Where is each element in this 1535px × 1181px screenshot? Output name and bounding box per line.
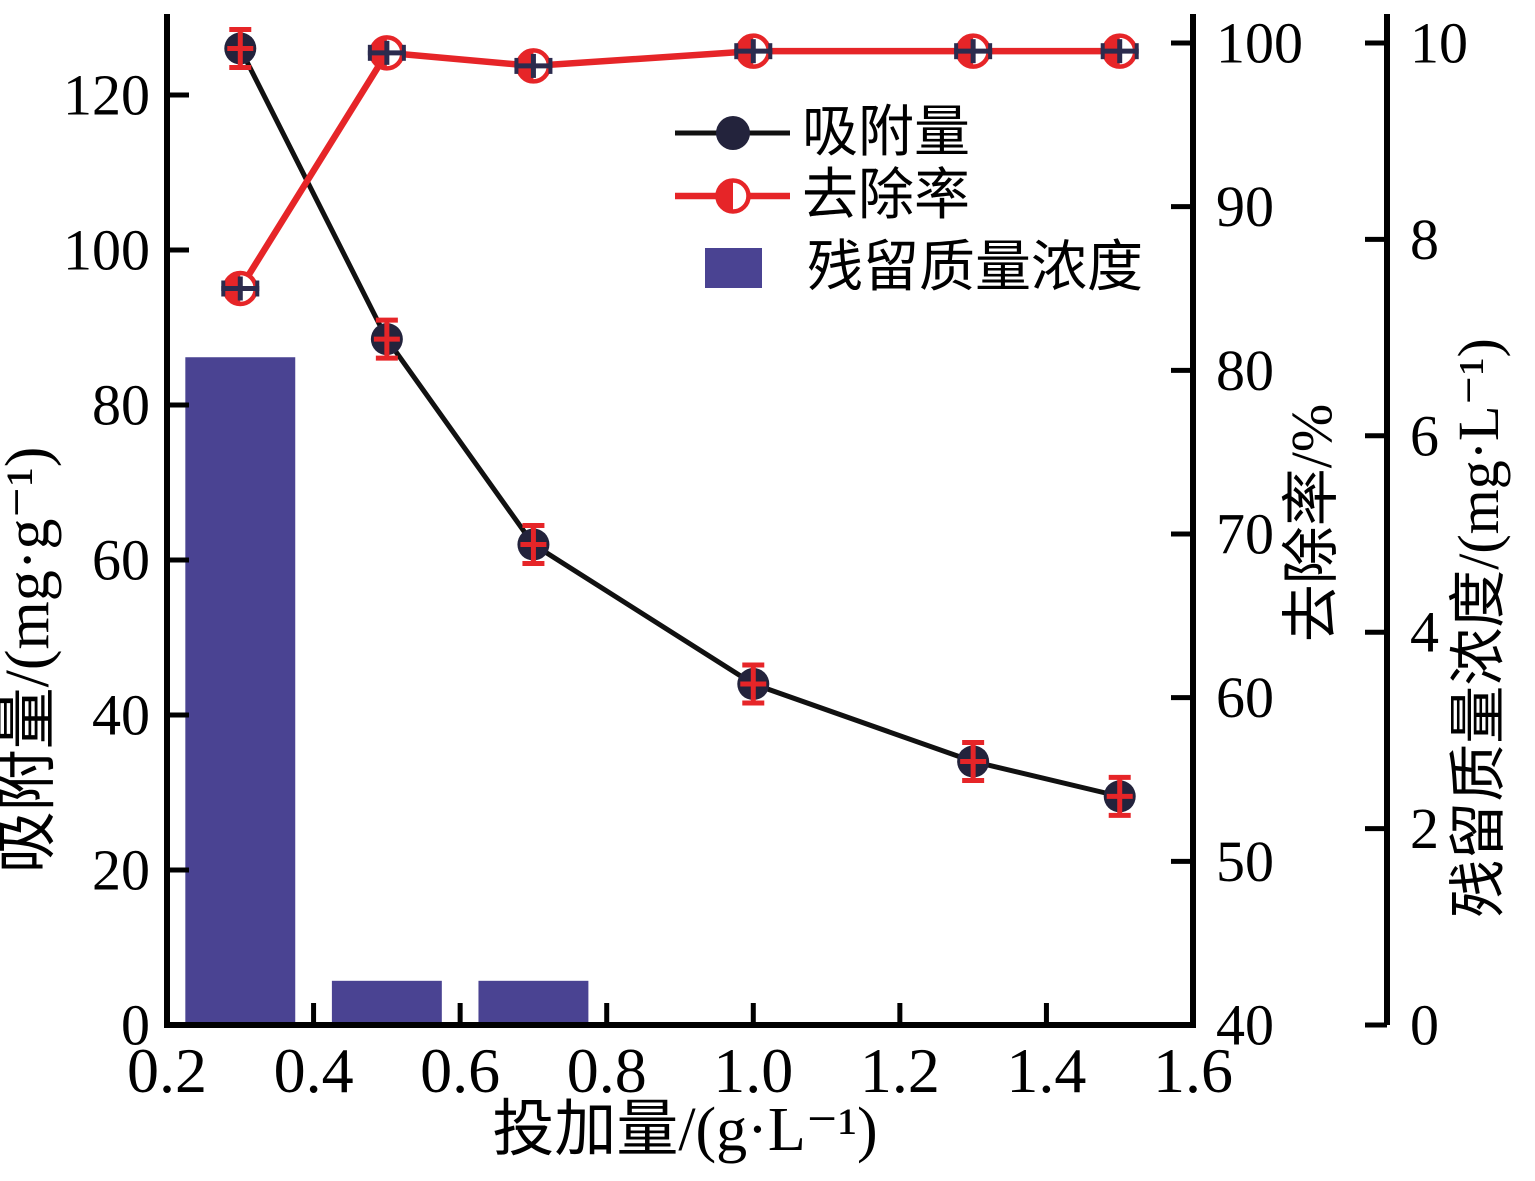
residual-axis-tick-label: 0 — [1410, 993, 1439, 1058]
adsorption-data-point — [957, 740, 990, 783]
removal-data-point — [367, 35, 406, 71]
x-axis-tick-label: 1.2 — [860, 1035, 940, 1106]
series-adsorption-line — [224, 27, 1136, 818]
legend-label-residual: 残留质量浓度 — [807, 237, 1143, 299]
legend-label-adsorption: 吸附量 — [802, 102, 970, 164]
removal-axis-tick-label: 90 — [1216, 174, 1274, 239]
residual-axis-title: 残留质量浓度/(mg·L⁻¹) — [1446, 338, 1511, 918]
left-axis-tick-label: 0 — [121, 993, 150, 1058]
series-residual-concentration-bars — [185, 357, 589, 1025]
residual-axis-tick-label: 10 — [1410, 11, 1468, 76]
left-axis-tick-label: 20 — [92, 838, 150, 903]
left-axis-tick-label: 100 — [63, 218, 150, 283]
x-axis-tick-label: 0.4 — [274, 1035, 354, 1106]
removal-axis-tick-label: 70 — [1216, 502, 1274, 567]
residual-axis-tick-label: 2 — [1410, 796, 1439, 861]
x-axis-tick-label: 0.8 — [567, 1035, 647, 1106]
adsorption-data-point — [737, 662, 770, 706]
left-axis-tick-label: 40 — [92, 683, 150, 748]
removal-data-point — [221, 270, 260, 307]
legend: 吸附量 去除率 残留质量浓度 — [675, 102, 1143, 299]
legend-label-removal: 去除率 — [802, 165, 970, 227]
residual-bar — [331, 980, 442, 1025]
left-axis-title: 吸附量/(mg·g⁻¹) — [0, 447, 62, 874]
left-axis-tick-label: 60 — [92, 528, 150, 593]
removal-data-point — [734, 33, 773, 69]
legend-removal-halfcircle-icon — [717, 180, 733, 212]
residual-bar — [185, 357, 296, 1025]
removal-line-path — [237, 47, 1120, 291]
removal-axis-tick-label: 50 — [1216, 829, 1274, 894]
removal-axis-tick-label: 100 — [1216, 11, 1303, 76]
x-axis-tick-label: 1.4 — [1006, 1035, 1086, 1106]
axes: 0 20 40 60 80 100 120 40 50 60 70 80 90 100 0 2 4 6 8 10 0.2… — [63, 11, 1468, 1107]
left-axis-tick-label: 120 — [63, 63, 150, 128]
left-axis-tick-label: 80 — [92, 373, 150, 438]
x-axis-tick-label: 1.6 — [1153, 1035, 1233, 1106]
x-axis-tick-label: 0.6 — [420, 1035, 500, 1106]
removal-data-point — [1100, 33, 1139, 69]
adsorption-data-point — [1103, 774, 1136, 818]
x-axis-title: 投加量/(g·L⁻¹) — [492, 1096, 877, 1164]
adsorption-line-path — [238, 47, 1121, 799]
series-removal-rate-line — [221, 33, 1139, 307]
removal-axis-tick-label: 60 — [1216, 665, 1274, 730]
adsorption-data-point — [517, 523, 550, 566]
residual-bar — [478, 980, 589, 1025]
removal-axis-tick-label: 80 — [1216, 338, 1274, 403]
adsorption-data-point — [370, 317, 403, 361]
x-axis-tick-label: 0.2 — [127, 1035, 207, 1106]
x-axis-tick-label: 1.0 — [713, 1035, 793, 1106]
residual-axis-tick-label: 8 — [1410, 207, 1439, 272]
removal-data-point — [954, 33, 993, 69]
adsorption-data-point — [224, 27, 257, 70]
legend-residual-swatch — [705, 248, 762, 288]
residual-axis-tick-label: 6 — [1410, 403, 1439, 468]
removal-axis-tick-label: 40 — [1216, 993, 1274, 1058]
residual-axis-tick-label: 4 — [1410, 600, 1439, 665]
removal-data-point — [514, 48, 553, 84]
legend-adsorption-marker-icon — [716, 116, 750, 150]
removal-axis-title: 去除率/% — [1279, 404, 1344, 642]
